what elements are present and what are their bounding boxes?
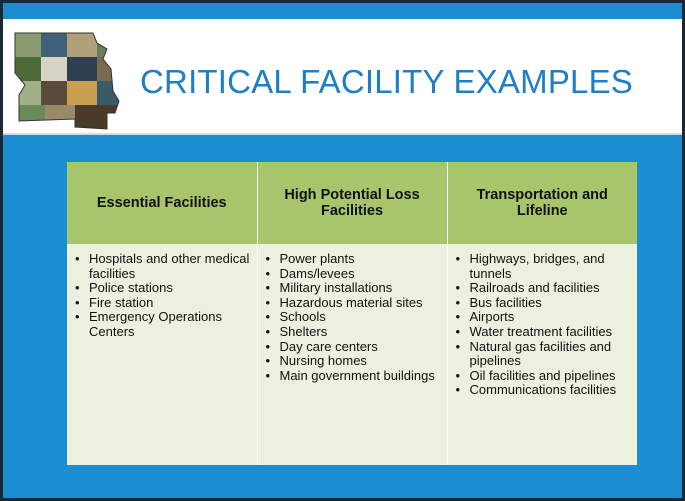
bullet-item: Hazardous material sites — [266, 295, 443, 311]
bullet-item: Bus facilities — [456, 295, 634, 311]
bullet-item: Emergency Operations Centers — [75, 310, 253, 339]
bullet-item: Dams/levees — [266, 266, 443, 282]
bullet-item: Railroads and facilities — [456, 281, 634, 296]
column-cell: Power plantsDams/leveesMilitary installa… — [257, 244, 448, 465]
column-cell: Hospitals and other medical facilitiesPo… — [67, 244, 258, 465]
bullet-item: Day care centers — [266, 339, 443, 355]
header-row: Essential Facilities High Potential Loss … — [67, 162, 637, 244]
column-header: Transportation and Lifeline — [447, 162, 637, 244]
bullet-item: Airports — [456, 310, 634, 325]
body-row: Hospitals and other medical facilitiesPo… — [67, 244, 637, 465]
slide-title: CRITICAL FACILITY EXAMPLES — [140, 63, 634, 100]
column-header: High Potential Loss Facilities — [257, 162, 448, 244]
bullet-item: Main government buildings — [266, 368, 443, 384]
bullet-item: Schools — [266, 310, 443, 325]
top-bar — [3, 3, 682, 19]
bullet-item: Communications facilities — [456, 383, 634, 398]
header: CRITICAL FACILITY EXAMPLES — [3, 19, 682, 133]
facility-table: Essential Facilities High Potential Loss … — [67, 162, 637, 465]
divider — [3, 133, 682, 135]
bullet-item: Fire station — [75, 295, 253, 311]
column-header: Essential Facilities — [67, 162, 258, 244]
bullet-item: Highways, bridges, and tunnels — [456, 251, 634, 281]
bullet-item: Police stations — [75, 281, 253, 296]
bullet-list: Highways, bridges, and tunnelsRailroads … — [452, 251, 634, 398]
bullet-item: Water treatment facilities — [456, 324, 634, 340]
missouri-map-icon — [14, 32, 120, 130]
bullet-list: Power plantsDams/leveesMilitary installa… — [262, 251, 443, 384]
bullet-item: Power plants — [266, 251, 443, 267]
bullet-item: Oil facilities and pipelines — [456, 368, 634, 384]
bullet-item: Nursing homes — [266, 354, 443, 369]
bullet-list: Hospitals and other medical facilitiesPo… — [71, 251, 253, 340]
bullet-item: Military installations — [266, 281, 443, 296]
bullet-item: Hospitals and other medical facilities — [75, 251, 253, 281]
bullet-item: Shelters — [266, 324, 443, 340]
bullet-item: Natural gas facilities and pipelines — [456, 339, 634, 369]
column-cell: Highways, bridges, and tunnelsRailroads … — [447, 244, 637, 465]
